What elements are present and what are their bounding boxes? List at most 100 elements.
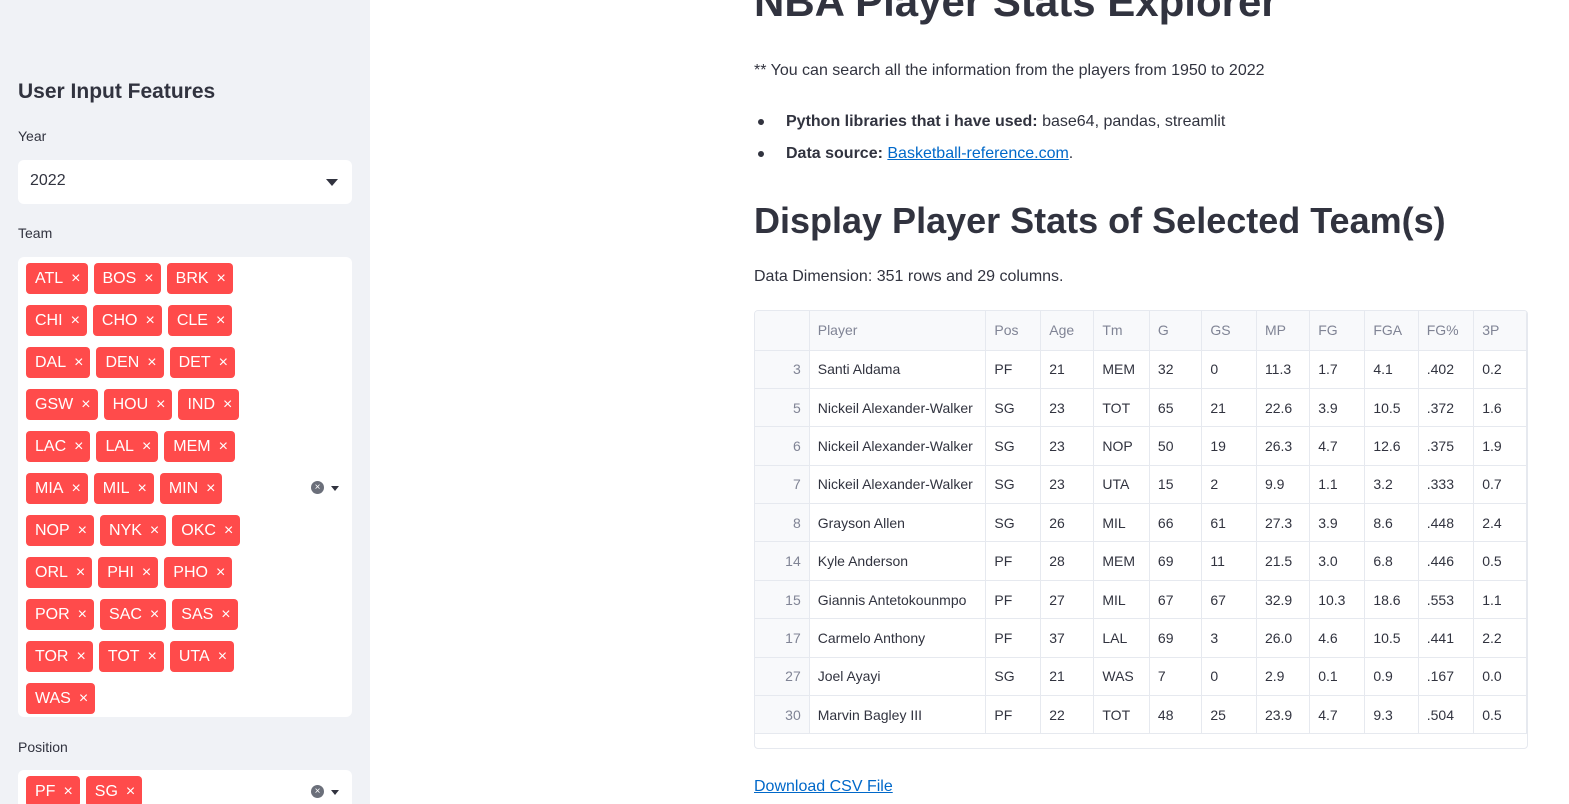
table-cell: Joel Ayayi [809, 657, 987, 697]
table-cell: .446 [1418, 541, 1475, 581]
remove-tag-icon[interactable]: × [74, 437, 84, 455]
remove-tag-icon[interactable]: × [149, 605, 160, 623]
column-header[interactable]: Tm [1093, 311, 1150, 351]
position-multiselect[interactable]: PF × SG × × [18, 770, 352, 804]
intro-text: ** You can search all the information fr… [754, 62, 1265, 79]
chevron-down-icon[interactable] [331, 790, 339, 795]
tag-mil: MIL × [93, 473, 154, 504]
remove-tag-icon[interactable]: × [218, 353, 228, 371]
tag-label: POR [35, 605, 70, 623]
table-cell: 27.3 [1256, 503, 1311, 543]
remove-tag-icon[interactable]: × [156, 395, 166, 413]
table-cell: 10.5 [1364, 618, 1419, 658]
remove-tag-icon[interactable]: × [144, 269, 154, 287]
remove-tag-icon[interactable]: × [141, 563, 152, 581]
download-csv-link[interactable]: Download CSV File [754, 778, 893, 795]
remove-tag-icon[interactable]: × [223, 521, 234, 539]
column-header[interactable]: Age [1040, 311, 1095, 351]
column-header[interactable]: FG% [1418, 311, 1475, 351]
tag-label: MEM [173, 437, 211, 455]
table-cell: 21 [1040, 350, 1095, 389]
table-cell: 22.6 [1256, 388, 1311, 428]
table-cell: .167 [1418, 657, 1475, 697]
table-cell: 32.9 [1256, 580, 1311, 620]
table-row[interactable]: 3 Santi Aldama PF 21 MEM 32 0 11.3 1.7 4.1.402 0.2 [755, 350, 1527, 389]
tag-label: SAC [109, 605, 142, 623]
team-multiselect[interactable]: ATL × BOS × BRK × CHI × CHO × CLE × DAL × DEN × DET × GSW ×… [18, 257, 352, 717]
table-row[interactable]: 17 Carmelo Anthony PF 37 LAL 69 3 26.0 4.6 10.5.4… [755, 618, 1527, 658]
column-header[interactable]: 3P [1473, 311, 1527, 351]
table-row[interactable]: 27 Joel Ayayi SG 21 WAS 7 0 2.9 0.1 0.9.167 0.0 [755, 657, 1527, 697]
sidebar-title: User Input Features [18, 80, 216, 103]
remove-tag-icon[interactable]: × [137, 479, 147, 497]
table-cell: Giannis Antetokounmpo [809, 580, 987, 620]
remove-tag-icon[interactable]: × [75, 563, 86, 581]
remove-tag-icon[interactable]: × [149, 521, 160, 539]
table-cell: 15 [1149, 465, 1203, 505]
column-header[interactable]: G [1149, 311, 1203, 351]
remove-tag-icon[interactable]: × [70, 311, 80, 329]
remove-tag-icon[interactable]: × [81, 395, 91, 413]
remove-tag-icon[interactable]: × [221, 605, 231, 623]
tag-ind: IND × [178, 389, 240, 420]
chevron-down-icon[interactable] [326, 179, 338, 186]
column-header[interactable]: MP [1256, 311, 1311, 351]
remove-tag-icon[interactable]: × [78, 689, 89, 707]
table-row[interactable]: 7 Nickeil Alexander-Walker SG 23 UTA 15 2 9.9 1.… [755, 465, 1527, 505]
table-cell: 22 [1040, 695, 1095, 735]
remove-tag-icon[interactable]: × [147, 647, 157, 665]
remove-tag-icon[interactable]: × [141, 437, 152, 455]
list-item: Data source: Basketball-reference.com. [754, 138, 1225, 170]
remove-tag-icon[interactable]: × [215, 311, 226, 329]
remove-tag-icon[interactable]: × [76, 647, 86, 665]
row-index: 27 [755, 657, 810, 697]
year-select[interactable]: 2022 [18, 160, 352, 204]
column-header[interactable]: GS [1201, 311, 1257, 351]
remove-tag-icon[interactable]: × [125, 782, 136, 800]
stats-table[interactable]: Player Pos Age Tm G GS MP FG FGA FG% 3P 3 Santi Ald… [754, 310, 1528, 749]
remove-tag-icon[interactable]: × [77, 521, 88, 539]
table-cell: PF [985, 695, 1042, 735]
tag-label: HOU [112, 395, 149, 413]
table-row[interactable]: 14 Kyle Anderson PF 28 MEM 69 11 21.5 3.0 6.8.446… [755, 541, 1527, 581]
tag-por: POR × [26, 599, 95, 630]
remove-tag-icon[interactable]: × [223, 395, 233, 413]
remove-tag-icon[interactable]: × [74, 353, 84, 371]
chevron-down-icon[interactable] [331, 486, 339, 491]
table-cell: Nickeil Alexander-Walker [809, 426, 987, 466]
remove-tag-icon[interactable]: × [63, 782, 73, 800]
row-index: 7 [755, 465, 810, 505]
remove-tag-icon[interactable]: × [216, 269, 226, 287]
table-row[interactable]: 6 Nickeil Alexander-Walker SG 23 NOP 50 19 26.3… [755, 426, 1527, 466]
column-header[interactable] [755, 311, 810, 351]
remove-tag-icon[interactable]: × [71, 479, 81, 497]
table-cell: 0.5 [1473, 695, 1527, 735]
section-title: Display Player Stats of Selected Team(s) [754, 200, 1446, 241]
table-body: 3 Santi Aldama PF 21 MEM 32 0 11.3 1.7 4.1.402 0.2… [755, 350, 1527, 735]
column-header[interactable]: Player [809, 311, 987, 351]
remove-tag-icon[interactable]: × [77, 605, 88, 623]
column-header[interactable]: FG [1309, 311, 1366, 351]
remove-tag-icon[interactable]: × [71, 269, 81, 287]
table-row[interactable]: 5 Nickeil Alexander-Walker SG 23 TOT 65 21 22.6… [755, 388, 1527, 428]
table-row[interactable]: 15 Giannis Antetokounmpo PF 27 MIL 67 67 32.9 10… [755, 580, 1527, 620]
remove-tag-icon[interactable]: × [145, 311, 155, 329]
remove-tag-icon[interactable]: × [218, 437, 228, 455]
remove-tag-icon[interactable]: × [206, 479, 216, 497]
table-row[interactable]: 8 Grayson Allen SG 26 MIL 66 61 27.3 3.9 8.6.448 2… [755, 503, 1527, 543]
column-header[interactable]: FGA [1364, 311, 1419, 351]
remove-tag-icon[interactable]: × [215, 563, 226, 581]
table-row[interactable]: 30 Marvin Bagley III PF 22 TOT 48 25 23.9 4.7 9.3… [755, 695, 1527, 735]
clear-all-icon[interactable]: × [311, 481, 324, 494]
tag-lac: LAC × [26, 431, 91, 462]
remove-tag-icon[interactable]: × [217, 647, 228, 665]
data-source-link[interactable]: Basketball-reference.com [887, 145, 1069, 162]
position-label: Position [18, 739, 68, 755]
tag-chi: CHI × [26, 305, 87, 336]
remove-tag-icon[interactable]: × [147, 353, 157, 371]
position-tags: PF × SG × [26, 776, 272, 804]
column-header[interactable]: Pos [985, 311, 1042, 351]
table-cell: Nickeil Alexander-Walker [809, 465, 987, 505]
clear-all-icon[interactable]: × [311, 785, 324, 798]
row-index: 30 [755, 695, 810, 735]
